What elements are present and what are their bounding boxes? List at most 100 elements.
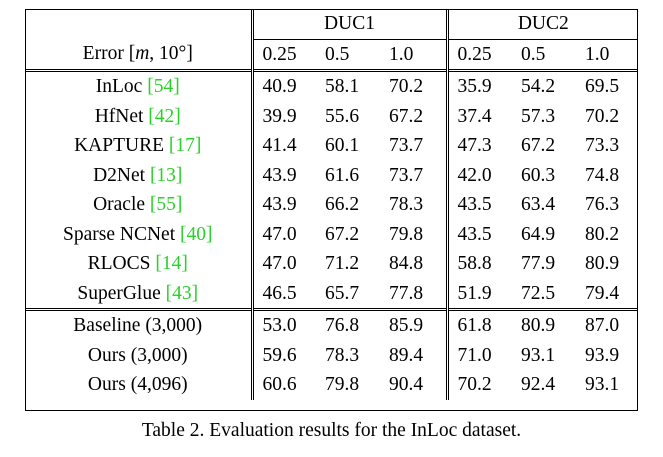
citation-link[interactable]: [43] [165,282,199,304]
method-cell: Ours (4,096) [25,370,252,400]
method-cell: InLoc [54] [25,69,252,102]
value-cell: 43.9 [250,190,316,220]
method-name: KAPTURE [74,135,165,156]
table-row: Ours (4,096) 60.6 79.8 90.4 70.2 92.4 93.1 [25,370,638,400]
value-cell: 92.4 [521,374,556,395]
citation-link[interactable]: [55] [149,194,183,215]
value-cell: 51.9 [445,278,513,310]
method-cell: Baseline (3,000) [25,308,252,341]
value-cell: 79.4 [585,282,620,304]
citation-link[interactable]: [13] [149,164,183,186]
method-name: D2Net [93,164,146,186]
method-name: HfNet [94,105,144,127]
value-cell: 80.9 [512,308,577,341]
citation-link[interactable]: [40] [179,223,213,245]
value-cell: 71.2 [325,253,360,274]
value-cell: 61.8 [445,308,513,341]
value-cell: 40.9 [250,69,316,102]
value-cell: 77.8 [389,282,424,304]
corner-cell [25,9,252,39]
table-row: Oracle [55] 43.9 66.2 78.3 43.5 63.4 76.3 [25,190,638,220]
value-cell: 76.8 [316,308,380,341]
table-row: Ours (3,000) 59.6 78.3 89.4 71.0 93.1 93.9 [25,340,638,370]
value-cell: 79.8 [325,374,360,395]
method-name: SuperGlue [77,282,161,304]
table-row: D2Net [13] 43.9 61.6 73.7 42.0 60.3 74.8 [25,160,638,191]
value-cell: 66.2 [325,194,360,215]
citation-link[interactable]: [17] [168,135,202,156]
value-cell: 55.6 [325,105,360,127]
value-cell: 47.0 [250,219,316,249]
value-cell: 89.4 [389,344,424,366]
value-cell: 78.3 [389,194,424,215]
row-header-text: Error [ [82,43,136,65]
table-row: InLoc [54] 40.9 58.1 70.2 35.9 54.2 69.5 [25,69,639,102]
value-cell: 80.9 [585,253,620,274]
value-cell: 65.7 [325,282,360,304]
method-cell: KAPTURE [17] [25,131,252,161]
value-cell: 37.4 [445,101,513,131]
value-cell: 71.0 [445,340,513,370]
method-cell: RLOCS [14] [25,249,252,279]
threshold-header: 0.5 [521,43,546,65]
value-cell: 77.9 [521,253,556,274]
value-cell: 73.3 [585,135,620,156]
value-cell: 58.8 [445,249,513,279]
group-header-row: DUC1 DUC2 [25,9,639,40]
value-cell: 67.2 [521,135,556,156]
threshold-header: 0.25 [250,39,316,71]
value-cell: 43.5 [445,219,513,249]
table-caption: Table 2. Evaluation results for the InLo… [141,420,522,441]
value-cell: 60.3 [521,164,556,186]
method-name: Ours (3,000) [87,344,188,366]
method-name: Baseline (3,000) [73,315,203,336]
group-header-duc2-label: DUC2 [517,13,569,34]
method-name: Oracle [93,194,146,215]
table-row: Baseline (3,000) 53.0 76.8 85.9 61.8 80.9 87.0 [25,308,639,341]
method-cell: D2Net [13] [25,161,252,191]
value-cell: 93.1 [585,374,620,395]
group-header-duc1-label: DUC1 [324,13,375,34]
threshold-header: 1.0 [585,43,610,65]
method-name: InLoc [95,76,143,97]
table-row: RLOCS [14] 47.0 71.2 84.8 58.8 77.9 80.9 [25,249,638,279]
threshold-header: 1.0 [389,43,414,65]
results-table: DUC1 DUC2 Error [m, 10°] 0.25 0.5 1.0 0.… [25,9,639,400]
method-name: Ours (4,096) [87,374,188,395]
value-cell: 79.8 [389,223,424,245]
value-cell: 73.7 [389,135,424,156]
value-cell: 53.0 [250,308,316,341]
value-cell: 46.5 [250,278,316,310]
value-cell: 47.0 [250,249,316,279]
value-cell: 67.2 [389,105,424,127]
value-cell: 59.6 [250,340,316,370]
value-cell: 72.5 [521,282,556,304]
value-cell: 60.1 [325,135,360,156]
threshold-header-row: Error [m, 10°] 0.25 0.5 1.0 0.25 0.5 1.0 [25,39,638,71]
threshold-header: 0.25 [445,39,513,71]
value-cell: 54.2 [512,69,577,102]
value-cell: 43.5 [445,190,513,220]
method-cell: Sparse NCNet [40] [25,220,252,250]
method-cell: SuperGlue [43] [25,279,252,310]
table-row: HfNet [42] 39.9 55.6 67.2 37.4 57.3 70.2 [25,101,638,132]
table-row: Sparse NCNet [40] 47.0 67.2 79.8 43.5 64.9 80.… [25,219,638,250]
value-cell: 76.3 [585,194,620,215]
value-cell: 80.2 [585,223,620,245]
value-cell: 57.3 [521,105,556,127]
citation-link[interactable]: [42] [148,105,181,127]
value-cell: 70.2 [585,105,620,127]
value-cell: 78.3 [325,344,360,366]
row-header-unit: m [135,43,150,65]
value-cell: 74.8 [585,164,620,186]
method-cell: Oracle [55] [25,190,252,220]
value-cell: 39.9 [250,101,316,131]
value-cell: 43.9 [250,160,316,190]
citation-link[interactable]: [54] [147,76,180,97]
value-cell: 47.3 [445,131,513,161]
method-cell: HfNet [42] [25,102,252,132]
citation-link[interactable]: [14] [155,253,188,274]
row-header-label: Error [m, 10°] [25,39,252,71]
value-cell: 70.2 [445,370,513,400]
group-header-duc1: DUC1 [250,9,448,40]
